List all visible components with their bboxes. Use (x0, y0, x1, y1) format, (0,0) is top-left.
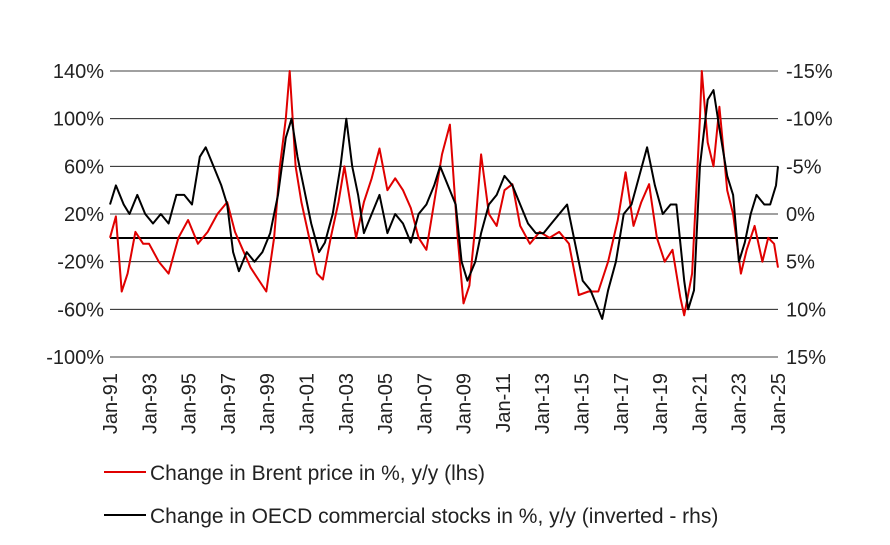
x-tick-label: Jan-93 (139, 373, 161, 434)
y-right-tick-label: -5% (786, 156, 822, 178)
y-left-tick-label: 100% (53, 109, 104, 131)
y-axis-right: -15% -10% -5% 0% 5% 10% 15% (786, 61, 833, 369)
x-tick-label: Jan-15 (572, 373, 594, 434)
y-right-tick-label: 5% (786, 252, 815, 274)
x-tick-label: Jan-05 (375, 373, 397, 434)
y-right-tick-label: -10% (786, 109, 833, 131)
x-tick-label: Jan-91 (100, 373, 122, 434)
y-left-tick-label: -100% (46, 347, 104, 369)
y-left-tick-label: -20% (57, 252, 104, 274)
y-left-tick-label: -60% (57, 299, 104, 321)
x-axis: Jan-91 Jan-93 Jan-95 Jan-97 Jan-99 Jan-01 Jan-… (100, 373, 790, 434)
legend-label-oecd: Change in OECD commercial stocks in %, y… (150, 505, 718, 528)
x-tick-label: Jan-03 (336, 373, 358, 434)
y-right-tick-label: 10% (786, 299, 826, 321)
y-left-tick-label: 20% (64, 204, 104, 226)
x-tick-label: Jan-13 (532, 373, 554, 434)
y-left-tick-label: 60% (64, 156, 104, 178)
x-tick-label: Jan-97 (218, 373, 240, 434)
y-right-tick-label: 15% (786, 347, 826, 369)
x-tick-label: Jan-99 (257, 373, 279, 434)
x-tick-label: Jan-17 (611, 373, 633, 434)
x-tick-label: Jan-07 (414, 373, 436, 434)
y-axis-left: 140% 100% 60% 20% -20% -60% -100% (46, 61, 104, 369)
y-right-tick-label: 0% (786, 204, 815, 226)
series-line-oecd-stocks (109, 89, 779, 320)
x-tick-label: Jan-23 (729, 373, 751, 434)
y-right-tick-label: -15% (786, 61, 833, 83)
x-tick-label: Jan-25 (768, 373, 790, 434)
legend-label-brent: Change in Brent price in %, y/y (lhs) (150, 462, 485, 485)
x-tick-label: Jan-11 (493, 373, 515, 433)
series-line-brent (109, 70, 779, 317)
x-tick-label: Jan-09 (454, 373, 476, 434)
series-layer (109, 70, 779, 320)
x-tick-label: Jan-21 (689, 373, 711, 434)
y-left-tick-label: 140% (53, 61, 104, 83)
x-tick-label: Jan-01 (296, 373, 318, 434)
x-tick-label: Jan-95 (179, 373, 201, 434)
grid-lines (110, 70, 778, 358)
legend: Change in Brent price in %, y/y (lhs) Ch… (104, 462, 718, 528)
x-tick-label: Jan-19 (650, 373, 672, 434)
